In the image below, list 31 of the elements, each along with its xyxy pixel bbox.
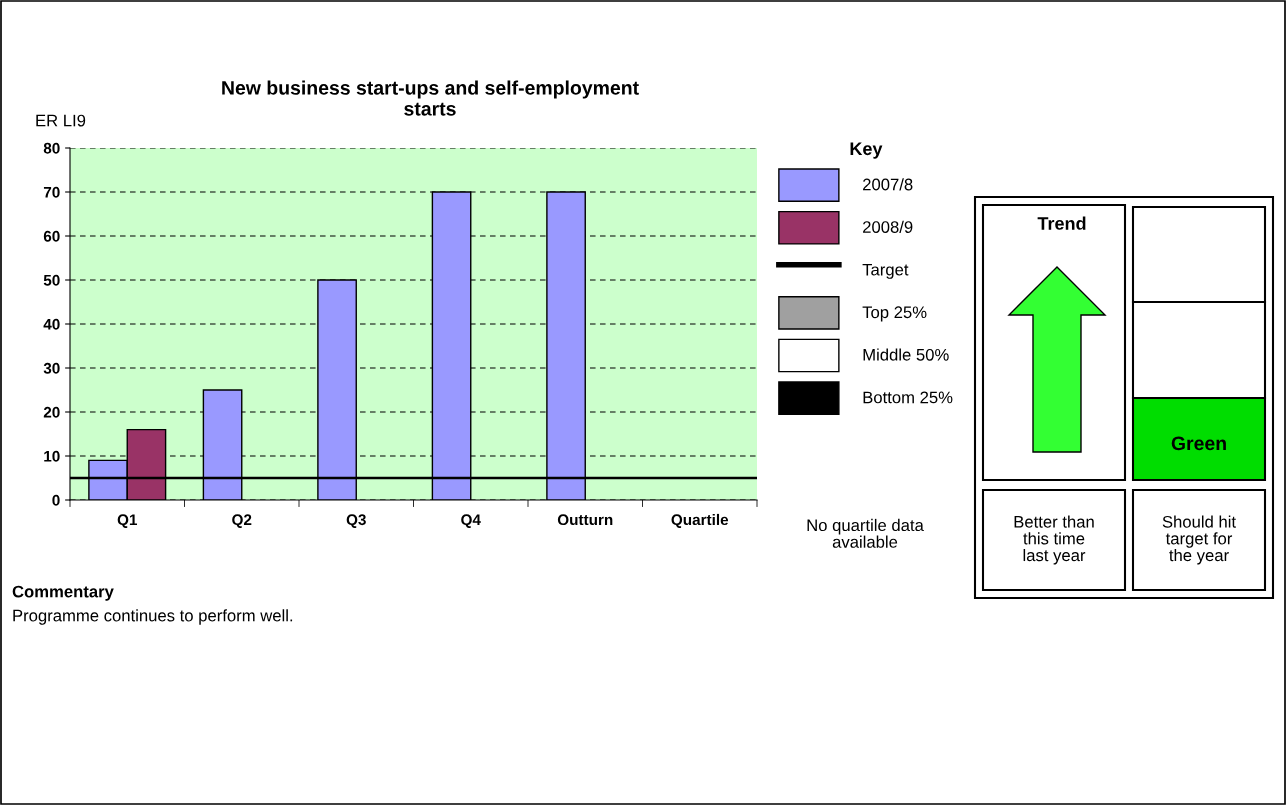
y-tick-label: 70	[43, 186, 60, 198]
x-tick-label: Quartile	[671, 513, 729, 528]
x-tick-label: Q4	[461, 514, 481, 528]
text: Trend	[1037, 216, 1086, 230]
y-tick-label: 30	[43, 362, 60, 374]
y-tick-label: 60	[43, 230, 60, 242]
text: Commentary	[12, 585, 114, 601]
legend-label: Bottom 25%	[863, 391, 953, 404]
y-tick-label: 0	[52, 494, 60, 506]
y-tick-label: 50	[43, 274, 60, 286]
text: Should hit target for the year	[1162, 515, 1236, 565]
x-tick-label: Q3	[346, 514, 366, 528]
text: Programme continues to perform well.	[13, 609, 293, 625]
y-tick-label: 40	[43, 318, 60, 330]
x-tick-label: Q2	[232, 514, 252, 528]
x-tick-label: Outturn	[557, 514, 613, 526]
y-tick-label: 20	[43, 406, 60, 418]
legend-label: 2008/9	[863, 220, 913, 233]
text: Green	[1171, 436, 1226, 451]
legend-label: Middle 50%	[863, 348, 949, 361]
legend-label: Top 25%	[862, 306, 927, 322]
text: ER LI9	[36, 114, 86, 127]
y-tick-label: 10	[44, 450, 60, 462]
x-tick-label: Q1	[117, 514, 138, 528]
chart-title: New business start-ups and self-employment starts	[222, 80, 639, 116]
text: No quartile data available	[807, 518, 924, 548]
legend-label: 2007/8	[863, 178, 913, 191]
text: Better than this time last year	[1014, 515, 1094, 565]
y-tick-label: 80	[43, 142, 60, 154]
legend-title: Key	[850, 142, 883, 159]
legend-label: Target	[862, 263, 909, 279]
